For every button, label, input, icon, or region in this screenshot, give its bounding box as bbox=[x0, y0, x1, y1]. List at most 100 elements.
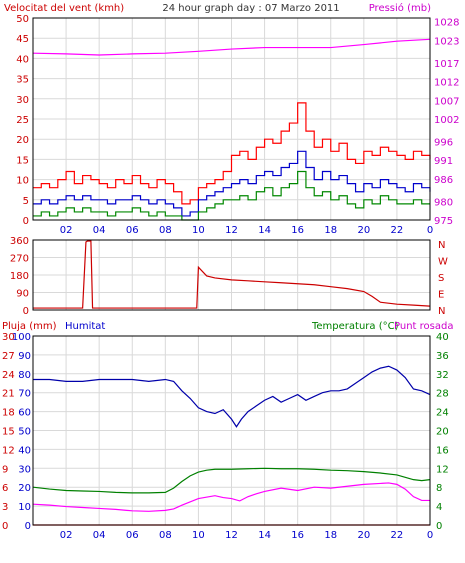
panel-frame-wind bbox=[32, 17, 431, 221]
pressure-tick-label: 1017 bbox=[434, 59, 459, 70]
x-tick-label: 10 bbox=[192, 530, 205, 541]
x-tick-label: 16 bbox=[291, 225, 304, 236]
x-tick-label: 12 bbox=[225, 225, 238, 236]
temperature-tick-label: 12 bbox=[436, 464, 449, 475]
rain-tick-label: 15 bbox=[2, 427, 15, 438]
temperature-tick-label: 16 bbox=[436, 445, 449, 456]
x-tick-label: 0 bbox=[427, 530, 433, 541]
compass-label: E bbox=[438, 290, 444, 301]
x-tick-label: 20 bbox=[357, 225, 370, 236]
wind-speed-tick-label: 5 bbox=[23, 196, 29, 207]
temperature-tick-label: 4 bbox=[436, 502, 442, 513]
direction-tick-label: 180 bbox=[10, 271, 29, 282]
x-tick-label: 02 bbox=[60, 530, 73, 541]
pressure-axis-title: Pressió (mb) bbox=[369, 2, 431, 14]
humidity-tick-label: 10 bbox=[18, 502, 31, 513]
temperature-axis-title: Temperatura (°C) bbox=[311, 321, 399, 332]
panel-frame-dir bbox=[32, 239, 431, 311]
temperature-tick-label: 0 bbox=[436, 521, 442, 532]
x-tick-label: 10 bbox=[192, 225, 205, 236]
dew-point-axis-title: Punt rosada bbox=[394, 321, 453, 332]
x-tick-label: 04 bbox=[93, 530, 106, 541]
x-tick-label: 22 bbox=[391, 530, 404, 541]
humidity-tick-label: 30 bbox=[18, 464, 31, 475]
pressure-tick-label: 986 bbox=[434, 175, 453, 186]
pressure-tick-label: 980 bbox=[434, 197, 453, 208]
rain-tick-label: 3 bbox=[2, 502, 8, 513]
temperature-tick-label: 32 bbox=[436, 370, 449, 381]
x-tick-label: 08 bbox=[159, 530, 172, 541]
wind-speed-tick-label: 35 bbox=[16, 75, 29, 86]
x-tick-label: 22 bbox=[391, 225, 404, 236]
x-tick-label: 16 bbox=[291, 530, 304, 541]
pressure-tick-label: 991 bbox=[434, 156, 453, 167]
humidity-tick-label: 20 bbox=[18, 483, 31, 494]
temperature-tick-label: 8 bbox=[436, 483, 442, 494]
compass-label: N bbox=[438, 306, 445, 317]
series-avg_wind bbox=[33, 150, 431, 217]
temperature-tick-label: 20 bbox=[436, 427, 449, 438]
direction-tick-label: 360 bbox=[10, 236, 29, 247]
compass-label: S bbox=[438, 273, 444, 284]
pressure-tick-label: 1028 bbox=[434, 18, 459, 29]
rain-tick-label: 6 bbox=[2, 483, 8, 494]
x-tick-label: 18 bbox=[324, 530, 337, 541]
series-min_wind bbox=[33, 170, 430, 221]
humidity-tick-label: 50 bbox=[18, 427, 31, 438]
temperature-tick-label: 36 bbox=[436, 351, 449, 362]
x-tick-label: 14 bbox=[258, 225, 271, 236]
x-tick-label: 14 bbox=[258, 530, 271, 541]
wind-speed-tick-label: 20 bbox=[16, 135, 29, 146]
rain-tick-label: 9 bbox=[2, 464, 8, 475]
x-tick-label: 04 bbox=[93, 225, 106, 236]
x-tick-label: 18 bbox=[324, 225, 337, 236]
humidity-tick-label: 70 bbox=[18, 389, 31, 400]
pressure-tick-label: 1012 bbox=[434, 78, 459, 89]
wind-speed-tick-label: 50 bbox=[16, 14, 29, 25]
direction-tick-label: 90 bbox=[16, 289, 29, 300]
wind-speed-tick-label: 10 bbox=[16, 176, 29, 187]
direction-tick-label: 270 bbox=[10, 254, 29, 265]
humidity-tick-label: 80 bbox=[18, 370, 31, 381]
direction-tick-label: 0 bbox=[23, 306, 29, 317]
humidity-tick-label: 40 bbox=[18, 445, 31, 456]
rain-tick-label: 30 bbox=[2, 332, 15, 343]
series-humidity bbox=[33, 365, 431, 428]
wind-speed-tick-label: 25 bbox=[16, 115, 29, 126]
x-tick-label: 06 bbox=[126, 530, 139, 541]
pressure-tick-label: 975 bbox=[434, 216, 453, 227]
temperature-tick-label: 28 bbox=[436, 389, 449, 400]
rain-tick-label: 27 bbox=[2, 351, 15, 362]
wind-speed-tick-label: 40 bbox=[16, 54, 29, 65]
rain-tick-label: 18 bbox=[2, 408, 15, 419]
series-gust bbox=[33, 102, 431, 205]
pressure-tick-label: 996 bbox=[434, 137, 453, 148]
series-pressure bbox=[32, 38, 431, 56]
temperature-tick-label: 40 bbox=[436, 332, 449, 343]
x-tick-label: 02 bbox=[60, 225, 73, 236]
chart-title: 24 hour graph day : 07 Marzo 2011 bbox=[162, 3, 339, 14]
x-tick-label: 20 bbox=[357, 530, 370, 541]
humidity-tick-label: 100 bbox=[12, 332, 31, 343]
temperature-tick-label: 24 bbox=[436, 408, 449, 419]
pressure-tick-label: 1002 bbox=[434, 115, 459, 126]
rain-tick-label: 0 bbox=[2, 521, 8, 532]
wind-speed-tick-label: 45 bbox=[16, 34, 29, 45]
compass-label: N bbox=[438, 240, 445, 251]
pressure-tick-label: 1007 bbox=[434, 96, 459, 107]
panel-frame-hum bbox=[32, 335, 431, 526]
rain-axis-title: Pluja (mm) bbox=[2, 321, 57, 332]
rain-tick-label: 24 bbox=[2, 370, 15, 381]
x-tick-label: 06 bbox=[126, 225, 139, 236]
series-dew_point bbox=[32, 482, 430, 512]
wind-speed-tick-label: 0 bbox=[23, 216, 29, 227]
series-temperature bbox=[32, 467, 431, 494]
x-tick-label: 08 bbox=[159, 225, 172, 236]
series-direction bbox=[33, 240, 431, 309]
humidity-tick-label: 0 bbox=[25, 521, 31, 532]
x-tick-label: 0 bbox=[427, 225, 433, 236]
wind-speed-tick-label: 30 bbox=[16, 95, 29, 106]
humidity-tick-label: 60 bbox=[18, 408, 31, 419]
